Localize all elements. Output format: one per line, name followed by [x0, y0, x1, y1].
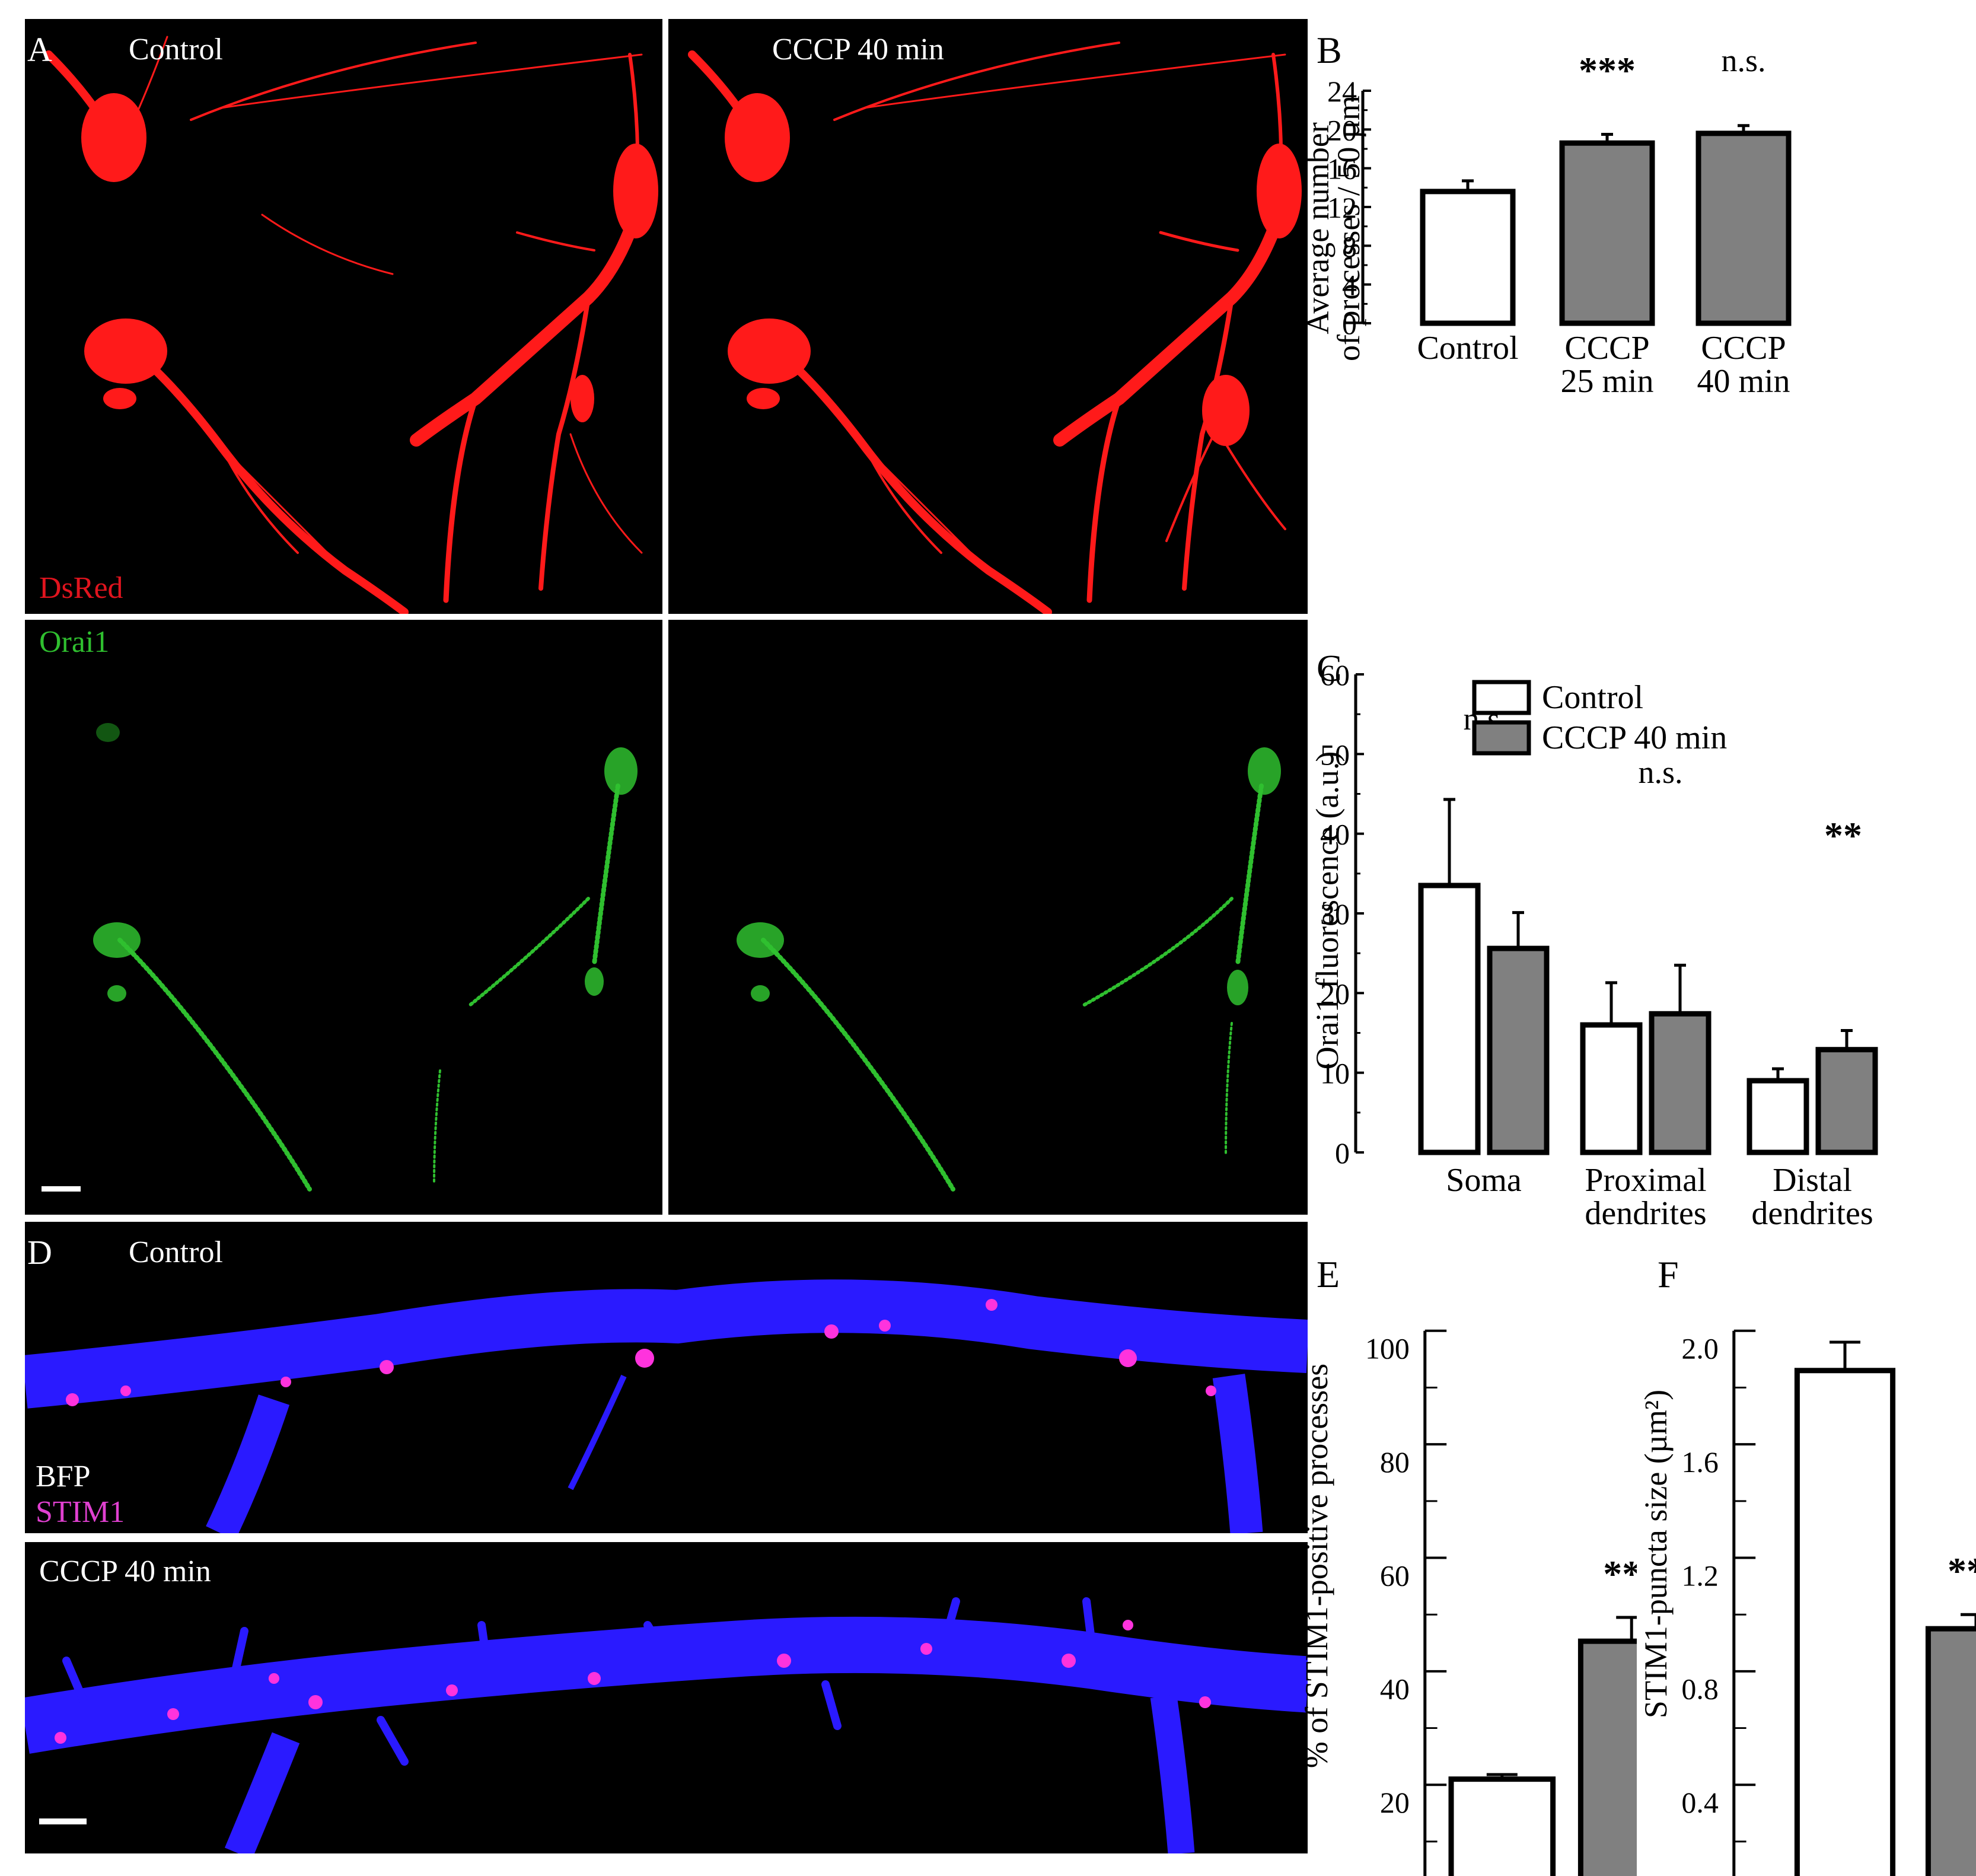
bar	[1487, 945, 1550, 1155]
y-tick-label: 60	[1380, 1559, 1410, 1592]
y-tick-label: 30	[1320, 897, 1350, 931]
scale-bar	[42, 1186, 81, 1192]
chart-c: C Orai1 fluorescence (a.u.) 0 10 20 30 40 50 6…	[1309, 647, 1878, 1232]
significance-annotation: ***	[1603, 1553, 1637, 1595]
image-title-control: Control	[129, 33, 223, 66]
x-category-label: Distal	[1773, 1162, 1852, 1199]
channel-label-stim1: STIM1	[36, 1495, 125, 1529]
scale-bar-d	[39, 1818, 87, 1824]
chart-b: B Average number of processes / 50 µm 0 4…	[1305, 29, 1792, 400]
dendrite-cccp-drawing	[25, 1597, 1308, 1853]
legend-label: CCCP 40 min	[1542, 719, 1727, 756]
image-bfp-stim1-control: D Control BFP STIM1	[25, 1222, 1308, 1533]
y-tick-label: 40	[1320, 818, 1350, 851]
panel-b-letter: B	[1317, 29, 1342, 71]
y-tick-label: 4	[1342, 269, 1357, 302]
y-tick-label: 20	[1380, 1786, 1410, 1819]
channel-label-bfp: BFP	[36, 1460, 91, 1493]
bar	[1418, 883, 1481, 1155]
y-tick-label: 50	[1320, 738, 1350, 771]
y-tick-label: 0	[1342, 307, 1357, 340]
neuron-green-drawing-cccp	[737, 747, 1281, 1192]
bar	[1794, 1368, 1896, 1876]
image-orai1-cccp	[668, 620, 1308, 1215]
dendrite-control-drawing	[25, 1279, 1308, 1533]
y-tick-label: 60	[1320, 658, 1350, 692]
y-tick-label: 80	[1380, 1446, 1410, 1479]
channel-label-dsred: DsRed	[39, 571, 123, 605]
legend-swatch	[1472, 680, 1531, 715]
y-tick-label: 24	[1327, 75, 1357, 108]
x-category-label: Proximal	[1585, 1162, 1706, 1199]
y-tick-label: 16	[1327, 152, 1357, 186]
chart-e-plot: 020406080100ControlCCCP40 min***	[1365, 1329, 1637, 1876]
significance-annotation: **	[1824, 814, 1862, 856]
image-title-cccp-d: CCCP 40 min	[39, 1555, 211, 1588]
neuron-red-drawing-cccp	[688, 42, 1302, 614]
y-tick-label: 2.0	[1681, 1333, 1718, 1365]
neuron-green-drawing	[42, 723, 638, 1192]
y-tick-label: 12	[1327, 191, 1357, 224]
bar	[1925, 1626, 1976, 1876]
neuron-red-drawing	[44, 36, 658, 614]
x-category-label: 40 min	[1697, 363, 1790, 400]
y-tick-label: 0	[1335, 1136, 1350, 1170]
panel-d-letter: D	[27, 1233, 52, 1272]
chart-f-plot: 00.40.81.21.62.0ControlCCCP40 min***	[1681, 1329, 1976, 1876]
bar	[1577, 1638, 1637, 1876]
y-tick-label: 8	[1342, 230, 1357, 263]
y-tick-label: 40	[1380, 1673, 1410, 1706]
bar	[1746, 1078, 1809, 1155]
x-category-label: Control	[1417, 330, 1518, 367]
image-orai1-control: Orai1	[25, 620, 662, 1215]
y-tick-label: 100	[1365, 1333, 1410, 1365]
y-tick-label: 20	[1320, 977, 1350, 1010]
chart-f-ylabel: STIM1-puncta size (µm²)	[1638, 1390, 1674, 1718]
significance-annotation: ***	[1948, 1550, 1976, 1592]
y-tick-label: 0.8	[1681, 1673, 1718, 1706]
chart-e: E % of STIM1-positive processes 02040608…	[1305, 1253, 1637, 1876]
bar	[1649, 1011, 1712, 1155]
panel-c-letter: C	[1317, 647, 1342, 689]
bar	[1420, 189, 1516, 326]
legend-label: Control	[1542, 679, 1643, 716]
bar	[1448, 1776, 1556, 1876]
y-tick-label: 1.6	[1681, 1446, 1718, 1479]
chart-c-ylabel: Orai1 fluorescence (a.u.)	[1309, 751, 1345, 1070]
y-tick-label: 20	[1327, 113, 1357, 146]
bar	[1580, 1022, 1643, 1155]
panel-a-letter: A	[27, 30, 52, 69]
bar	[1815, 1047, 1878, 1155]
y-tick-label: 1.2	[1681, 1559, 1718, 1592]
x-category-label: CCCP	[1701, 330, 1786, 367]
bar	[1695, 130, 1792, 326]
x-category-label: Soma	[1446, 1162, 1522, 1199]
y-tick-label: 10	[1320, 1057, 1350, 1090]
image-dsred-control: A Control DsRed	[25, 19, 662, 614]
x-category-label: CCCP	[1564, 330, 1649, 367]
image-bfp-stim1-cccp: CCCP 40 min	[25, 1542, 1308, 1853]
chart-f: F STIM1-puncta size (µm²) 00.40.81.21.62…	[1638, 1253, 1976, 1876]
x-category-label: 25 min	[1560, 363, 1653, 400]
chart-b-ylabel-2: of processes / 50 µm	[1331, 95, 1366, 361]
panel-e-letter: E	[1317, 1253, 1340, 1295]
bar	[1559, 140, 1655, 326]
panel-f-letter: F	[1658, 1253, 1679, 1295]
chart-e-ylabel: % of STIM1-positive processes	[1305, 1364, 1334, 1768]
x-category-label: dendrites	[1751, 1195, 1873, 1232]
y-tick-label: 0.4	[1681, 1786, 1718, 1819]
chart-b-ylabel-1: Average number	[1305, 122, 1336, 334]
legend-swatch	[1472, 720, 1531, 756]
image-title-control-d: Control	[129, 1235, 223, 1269]
x-category-label: dendrites	[1585, 1195, 1706, 1232]
channel-label-orai1: Orai1	[39, 625, 110, 659]
significance-annotation: n.s.	[1638, 754, 1682, 790]
significance-annotation: ***	[1579, 49, 1636, 91]
significance-annotation: n.s.	[1721, 43, 1765, 78]
image-title-cccp: CCCP 40 min	[772, 33, 944, 66]
image-dsred-cccp: CCCP 40 min	[668, 19, 1308, 614]
